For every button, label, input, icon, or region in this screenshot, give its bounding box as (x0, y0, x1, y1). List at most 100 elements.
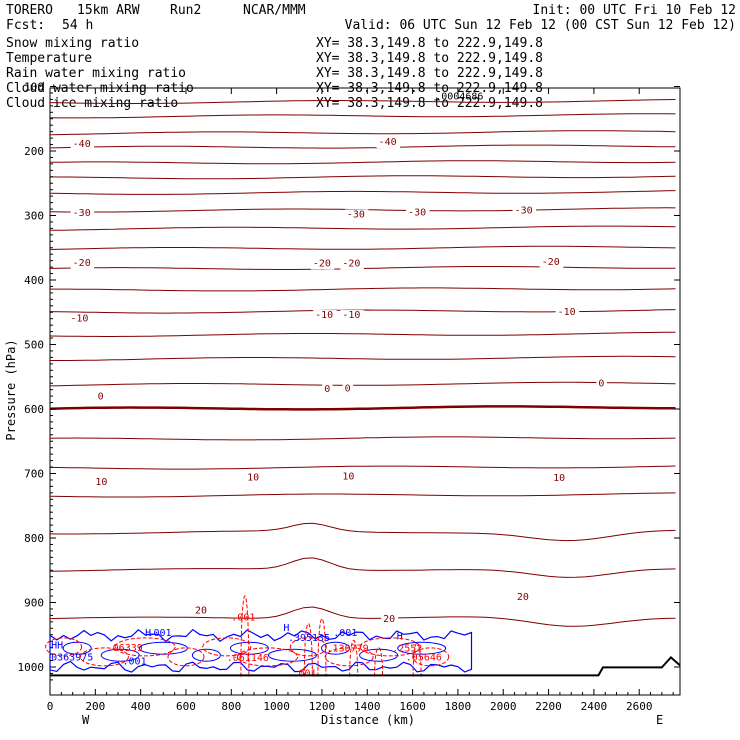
isotherm-label-background (322, 384, 333, 396)
isotherm-label: -30 (408, 208, 426, 219)
isotherm-line (49, 331, 676, 337)
isotherm-label: 20 (383, 614, 395, 625)
isotherm-label: 0 (345, 384, 351, 395)
isotherm-label: -10 (315, 310, 333, 321)
rain-water-cell (202, 637, 252, 657)
rain-water-cell (237, 647, 299, 667)
rain-water-label: .061146 (227, 653, 269, 664)
isotherm-line (50, 225, 676, 231)
legend-temperature-xy: XY= 38.3,149.8 to 222.9,149.8 (316, 51, 543, 66)
rain-water-label: .130779 (326, 644, 368, 655)
isotherm-line (49, 160, 676, 165)
isotherm-label-background (376, 137, 401, 149)
isotherm-label: -20 (542, 257, 560, 268)
cloud-water-outline (49, 628, 473, 673)
plot-frame (49, 87, 681, 696)
isotherm-label-background (70, 257, 95, 269)
rain-water-label: .001 (231, 613, 255, 624)
valid-time: Valid: 06 UTC Sun 12 Feb 12 (00 CST Sun … (345, 18, 736, 33)
rain-water-cell (412, 647, 450, 667)
isotherm-line (49, 190, 676, 195)
isotherm-label: 20 (195, 605, 207, 616)
isotherm-line (49, 245, 676, 250)
isotherm-label: -20 (313, 258, 331, 269)
isotherm-label: -10 (558, 307, 576, 318)
rain-water-cell (45, 637, 83, 657)
isotherm-label: 10 (95, 477, 107, 488)
rain-water-contour (374, 647, 384, 677)
y-tick-label: 1000 (18, 661, 45, 674)
isotherm-label-background (551, 473, 569, 485)
isotherm-label-background (406, 207, 430, 219)
cloud-water-label: 0363975 (51, 653, 93, 664)
x-tick-label: 2000 (490, 700, 517, 713)
y-tick-label: 400 (24, 274, 44, 287)
isotherm-line (49, 492, 676, 498)
model-run: Run2 (170, 3, 201, 18)
cloud-water-cell (62, 641, 92, 655)
temperature-contours (49, 99, 676, 627)
rain-water-cell (79, 647, 129, 667)
rain-water-cell (359, 637, 421, 657)
isotherm-line (49, 557, 676, 578)
y-tick-label: 500 (24, 339, 44, 352)
isotherm-label: 10 (342, 471, 354, 482)
snow-mixing-label: .0004686 (435, 91, 483, 102)
isotherm-label-background (245, 472, 263, 484)
east-end-label: E (656, 713, 663, 727)
isotherm-line (49, 465, 676, 470)
isotherm-label: -10 (70, 313, 88, 324)
west-end-label: W (82, 713, 90, 727)
isotherm-label-background (381, 613, 399, 625)
isotherm-label: -30 (347, 209, 365, 220)
rain-water-contours: .06339 .001 .061146 .001 .130779 .2552.05646 (45, 595, 450, 680)
legend-rain-label: Rain water mixing ratio (6, 66, 186, 81)
model-resolution: 15km ARW (77, 3, 140, 18)
isotherm-label-background (93, 477, 111, 489)
isotherm-label: 20 (517, 592, 529, 603)
rain-water-cell (324, 647, 374, 667)
cloud-water-label: .001 (147, 628, 171, 639)
isotherm-label: 0 (598, 378, 604, 389)
isotherm-label-background (310, 258, 335, 270)
isotherm-label-background (555, 306, 580, 318)
x-tick-label: 0 (47, 700, 54, 713)
cloud-water-cell (138, 641, 188, 655)
isotherm-label-background (70, 139, 95, 151)
isotherm-label-background (512, 205, 537, 217)
cloud-water-label: HH (51, 640, 63, 651)
y-tick-label: 100 (24, 81, 44, 94)
isotherm-label: -10 (342, 310, 360, 321)
isotherm-label: -20 (342, 258, 360, 269)
y-tick-label: 900 (24, 597, 44, 610)
isotherm-label: -30 (515, 206, 533, 217)
cloud-water-label: H (397, 631, 403, 642)
cloud-water-label: .395135 (288, 633, 330, 644)
isotherm-line (49, 381, 676, 387)
x-tick-label: 400 (131, 700, 151, 713)
isotherm-line (49, 405, 676, 411)
isotherm-line (49, 99, 676, 104)
x-axis-label: Distance (km) (321, 713, 415, 727)
legend-snow-xy: XY= 38.3,149.8 to 222.9,149.8 (316, 36, 543, 51)
rain-water-label: .2552 (392, 644, 422, 655)
terrain-line (50, 655, 681, 677)
legend-temperature-label: Temperature (6, 51, 92, 66)
isotherm-label: 10 (553, 473, 565, 484)
isotherm-line (49, 113, 676, 119)
isotherm-label-background (193, 605, 211, 617)
x-tick-label: 2200 (535, 700, 562, 713)
rain-water-label: .05646 (406, 653, 442, 664)
rain-water-cell (289, 637, 327, 657)
y-tick-label: 200 (24, 145, 44, 158)
cloud-water-label: .001 (123, 656, 147, 667)
legend-snow-label: Snow mixing ratio (6, 36, 139, 51)
isotherm-label-background (70, 208, 95, 220)
y-tick-label: 800 (24, 532, 44, 545)
isotherm-label: -30 (73, 208, 91, 219)
isotherm-line (49, 606, 676, 627)
x-tick-label: 1000 (263, 700, 290, 713)
isotherm-label: 0 (324, 384, 330, 395)
isotherm-line (49, 522, 676, 542)
isotherm-label: -40 (73, 139, 91, 150)
